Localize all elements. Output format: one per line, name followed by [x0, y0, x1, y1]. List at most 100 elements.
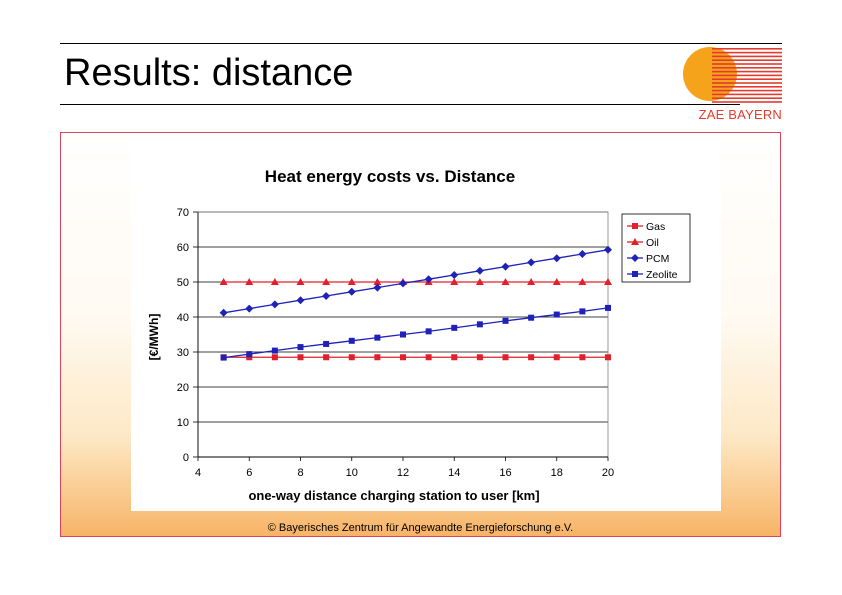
- data-point-gas: [476, 354, 483, 361]
- y-axis-label: [€/MWh]: [147, 314, 161, 361]
- data-point-gas: [553, 354, 560, 361]
- legend-item-gas: Gas: [627, 221, 665, 233]
- data-point-zeolite: [246, 351, 253, 358]
- logo-stripe: [712, 51, 782, 54]
- x-tick-label: 20: [602, 467, 614, 479]
- x-axis-label: one-way distance charging station to use…: [248, 488, 539, 503]
- data-point-gas: [348, 354, 355, 361]
- data-point-pcm: [219, 308, 228, 317]
- data-point-oil: [245, 278, 254, 285]
- data-point-zeolite: [297, 344, 304, 351]
- data-point-pcm: [399, 279, 407, 288]
- data-point-oil: [373, 278, 382, 285]
- data-point-oil: [322, 278, 331, 285]
- data-point-gas: [579, 354, 586, 361]
- data-point-zeolite: [348, 337, 355, 344]
- logo-stripe: [712, 86, 782, 88]
- x-tick-label: 16: [499, 467, 511, 479]
- copyright-footer: © Bayerisches Zentrum für Angewandte Ene…: [267, 522, 574, 534]
- logo-stripe: [712, 48, 782, 50]
- legend-item-oil: Oil: [627, 237, 659, 249]
- data-point-gas: [425, 354, 432, 361]
- data-point-gas: [502, 354, 509, 361]
- data-point-pcm: [604, 245, 612, 254]
- logo-stripe: [712, 67, 782, 69]
- series-zeolite: [220, 304, 611, 361]
- data-point-zeolite: [374, 334, 381, 341]
- data-point-pcm: [552, 254, 561, 263]
- legend-item-pcm: PCM: [627, 253, 669, 265]
- data-point-zeolite: [605, 304, 611, 311]
- data-point-gas: [451, 354, 458, 361]
- y-tick-label: 40: [177, 312, 189, 324]
- data-point-gas: [246, 354, 253, 361]
- data-point-zeolite: [476, 321, 483, 328]
- logo-stripe: [712, 89, 782, 92]
- logo-stripe: [712, 93, 782, 96]
- header-top-rule: [60, 43, 782, 44]
- data-point-oil: [219, 278, 228, 285]
- logo-stripe: [712, 70, 782, 73]
- legend-label: Gas: [646, 221, 665, 233]
- data-point-pcm: [475, 266, 484, 275]
- data-point-gas: [400, 354, 406, 361]
- data-point-zeolite: [400, 331, 406, 338]
- y-tick-label: 20: [177, 382, 189, 394]
- logo-stripe: [712, 55, 782, 58]
- y-tick-label: 10: [177, 417, 189, 429]
- logo-stripe: [712, 101, 782, 103]
- data-point-zeolite: [220, 354, 227, 361]
- data-point-gas: [605, 354, 611, 361]
- logo-text: ZAE BAYERN: [698, 107, 782, 122]
- zae-sun-logo-icon: [683, 47, 782, 103]
- data-point-oil: [475, 278, 484, 285]
- data-point-zeolite: [553, 311, 560, 318]
- data-point-zeolite: [323, 340, 330, 347]
- y-tick-label: 60: [177, 242, 189, 254]
- series-gas: [220, 354, 611, 361]
- data-point-pcm: [245, 304, 254, 313]
- chart-area: Heat energy costs vs. Distance 0 10 20 30 40…: [131, 140, 721, 511]
- data-point-oil: [604, 278, 612, 285]
- data-point-zeolite: [502, 317, 509, 324]
- header-bottom-rule: [60, 104, 740, 105]
- series-line-zeolite: [223, 307, 609, 359]
- data-point-gas: [528, 354, 535, 361]
- data-point-gas: [323, 354, 330, 361]
- data-point-zeolite: [579, 308, 586, 315]
- data-point-oil: [296, 278, 305, 285]
- data-point-pcm: [347, 287, 356, 296]
- x-tick-label: 14: [448, 467, 460, 479]
- data-point-oil: [501, 278, 510, 285]
- data-point-gas: [271, 354, 278, 361]
- chart: Heat energy costs vs. Distance 0 10 20 30 40…: [147, 167, 691, 503]
- data-point-pcm: [501, 262, 510, 271]
- data-point-pcm: [424, 275, 433, 284]
- data-point-zeolite: [425, 328, 432, 335]
- logo-stripe: [712, 82, 782, 84]
- x-tick-label: 6: [246, 467, 252, 479]
- legend-label: PCM: [646, 253, 669, 265]
- data-point-zeolite: [271, 347, 278, 354]
- x-tick-label: 18: [551, 467, 563, 479]
- x-tick-label: 4: [195, 467, 201, 479]
- legend-label: Oil: [646, 237, 659, 249]
- legend-marker-gas: [632, 223, 638, 229]
- y-tick-label: 30: [177, 347, 189, 359]
- y-tick-label: 0: [183, 452, 189, 464]
- legend-marker-oil: [631, 238, 639, 245]
- data-point-zeolite: [528, 314, 535, 321]
- data-point-oil: [527, 278, 536, 285]
- data-point-oil: [347, 278, 356, 285]
- chart-title: Heat energy costs vs. Distance: [265, 167, 515, 186]
- series-line-pcm: [223, 249, 609, 314]
- data-point-oil: [578, 278, 587, 285]
- x-tick-label: 10: [346, 467, 358, 479]
- y-tick-label: 70: [177, 207, 189, 219]
- logo-stripe: [712, 78, 782, 80]
- data-point-pcm: [373, 283, 382, 292]
- series-oil: [219, 278, 612, 285]
- logo-stripe: [712, 97, 782, 99]
- x-tick-label: 12: [397, 467, 409, 479]
- x-tick-label: 8: [297, 467, 303, 479]
